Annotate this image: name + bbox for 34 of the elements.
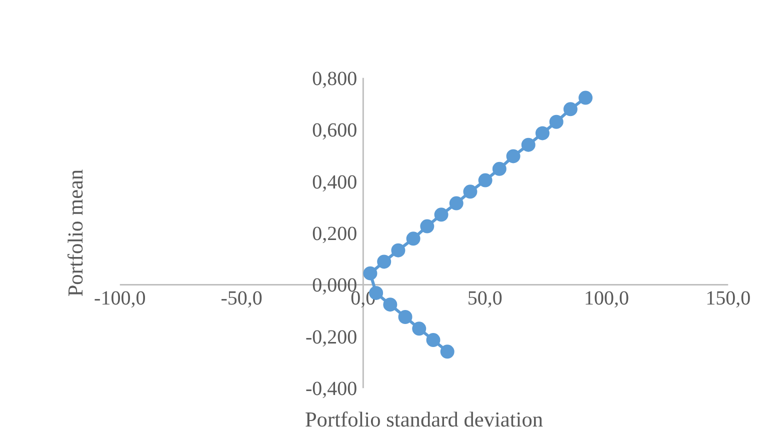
x-tick-label: 50,0 — [467, 288, 502, 310]
y-tick-label: -0,200 — [306, 326, 358, 348]
x-tick-label: -50,0 — [220, 288, 262, 310]
y-tick-label: 0,600 — [312, 120, 358, 142]
y-axis-title: Portfolio mean — [64, 168, 88, 297]
point — [391, 243, 406, 258]
point — [383, 298, 398, 312]
point — [426, 333, 440, 347]
x-tick-label: 150,0 — [706, 288, 751, 310]
point — [549, 114, 564, 129]
point — [406, 232, 420, 246]
x-tick-label: 100,0 — [584, 288, 629, 310]
point — [492, 162, 506, 176]
point — [377, 254, 392, 269]
y-tick-label: 0,800 — [312, 68, 358, 90]
point — [463, 184, 478, 199]
y-tick-label: -0,400 — [306, 378, 358, 400]
point — [506, 149, 520, 164]
point — [363, 266, 378, 280]
point — [440, 344, 454, 359]
x-axis-title: Portfolio standard deviation — [304, 408, 544, 432]
point — [420, 219, 434, 234]
y-tick-label: 0,200 — [312, 223, 358, 245]
point — [535, 126, 550, 140]
x-tick-label: -100,0 — [94, 288, 146, 310]
point — [478, 173, 492, 188]
point — [521, 138, 536, 152]
point — [563, 102, 578, 116]
y-tick-label: 0,400 — [312, 171, 358, 194]
point — [449, 196, 464, 210]
point — [398, 310, 412, 324]
point — [434, 208, 448, 222]
point — [578, 90, 593, 105]
point — [412, 322, 426, 336]
